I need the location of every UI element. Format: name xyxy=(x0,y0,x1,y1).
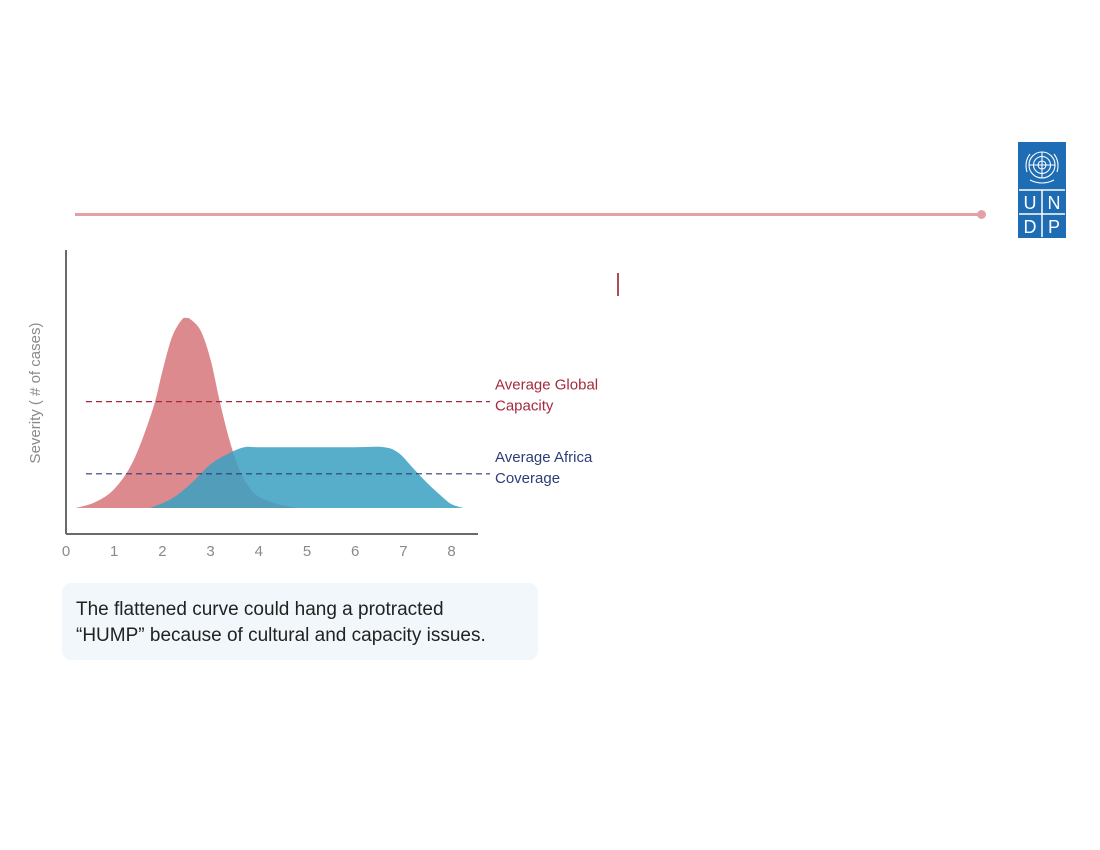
africa-reference-label: Coverage xyxy=(495,470,560,487)
text-cursor xyxy=(617,273,619,296)
global-reference-label: Average Global xyxy=(495,377,598,394)
caption-line: “HUMP” because of cultural and capacity … xyxy=(76,625,486,646)
reference-lines xyxy=(86,401,490,475)
x-tick-label: 5 xyxy=(303,543,311,560)
caption-box: The flattened curve could hang a protrac… xyxy=(62,583,538,660)
y-axis-label: Severity ( # of cases) xyxy=(27,323,44,464)
logo-letter: P xyxy=(1048,217,1060,237)
x-tick-label: 2 xyxy=(158,543,166,560)
logo-letter: U xyxy=(1024,193,1037,213)
africa-reference-label: Average Africa xyxy=(495,449,593,466)
flattened-curve-area xyxy=(150,446,464,508)
x-tick-label: 0 xyxy=(62,543,70,560)
area-layer xyxy=(75,317,464,508)
logo-letter: D xyxy=(1024,217,1037,237)
title-underline-dot xyxy=(977,210,986,219)
title-underline xyxy=(75,213,981,216)
undp-logo: U N D P xyxy=(1018,142,1066,238)
x-tick-label: 1 xyxy=(110,543,118,560)
reference-line-labels: Average Global Capacity Average Africa Cove… xyxy=(495,377,598,487)
x-tick-label: 7 xyxy=(399,543,407,560)
logo-letter: N xyxy=(1048,193,1061,213)
caption-line: The flattened curve could hang a protrac… xyxy=(76,599,444,620)
x-tick-labels: 0 1 2 3 4 5 6 7 8 xyxy=(62,543,456,560)
peak-curve-area xyxy=(75,317,298,508)
x-tick-label: 6 xyxy=(351,543,359,560)
x-tick-label: 3 xyxy=(206,543,214,560)
x-tick-label: 8 xyxy=(447,543,455,560)
x-tick-label: 4 xyxy=(255,543,263,560)
global-reference-label: Capacity xyxy=(495,398,554,415)
